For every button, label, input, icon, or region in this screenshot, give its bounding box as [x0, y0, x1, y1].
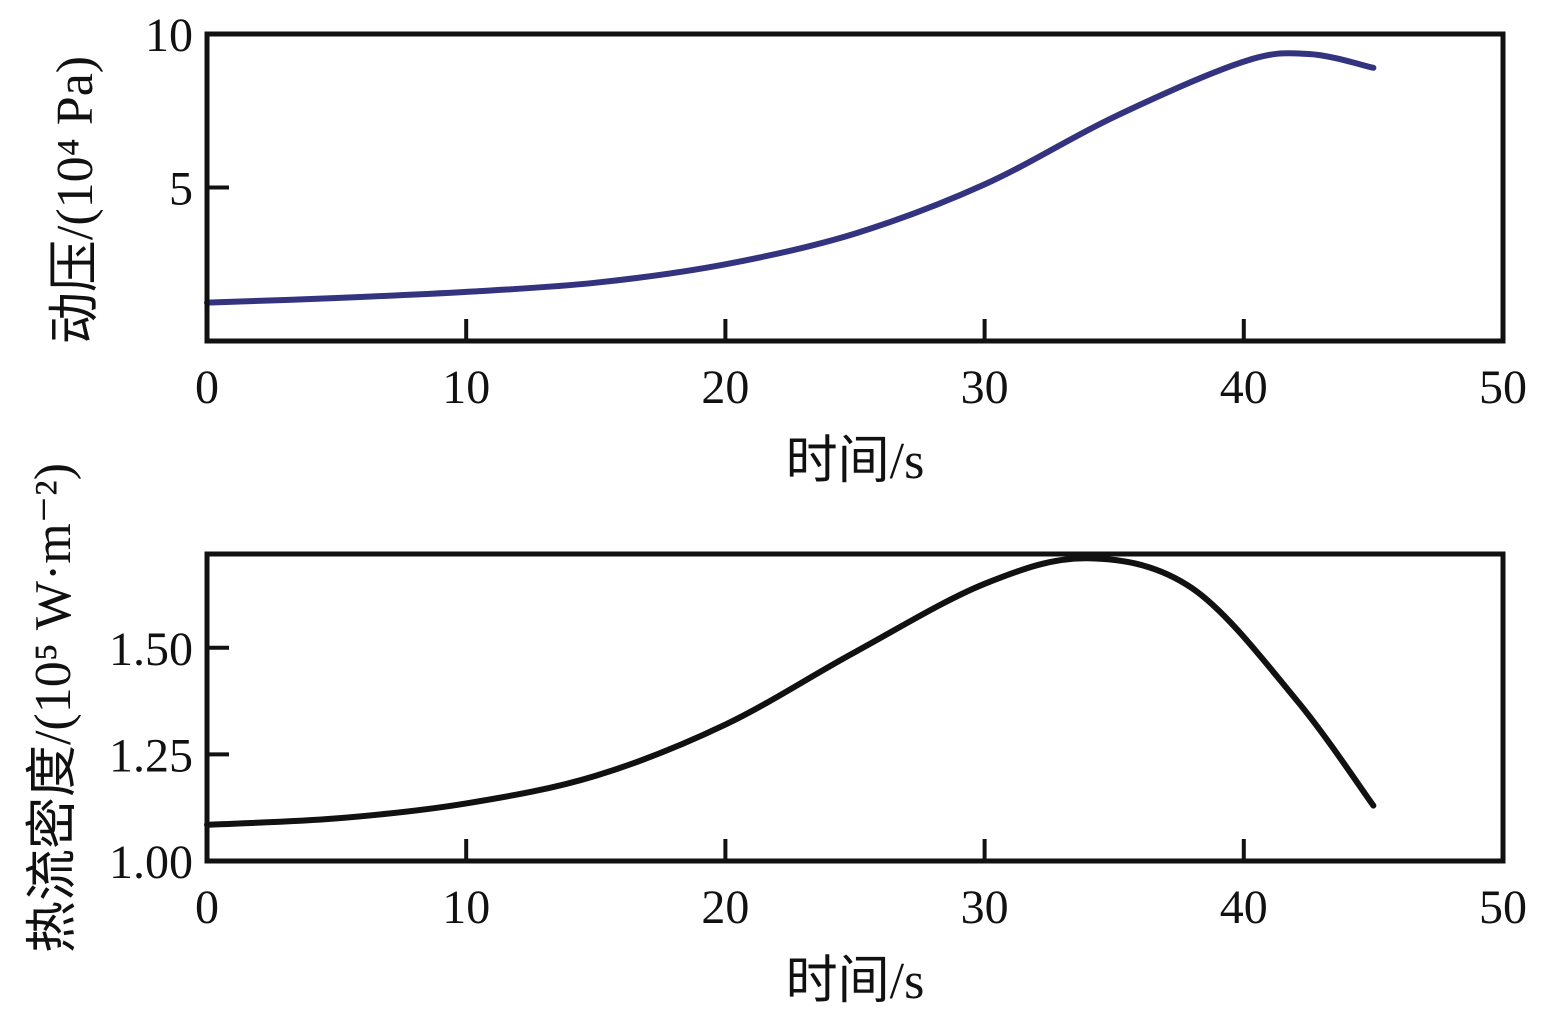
heat-flux-y-tick-label: 1.50 — [109, 623, 193, 676]
dynamic-pressure-x-tick-label: 50 — [1479, 361, 1527, 414]
dynamic-pressure-x-tick-label: 40 — [1220, 361, 1268, 414]
heat-flux-x-ticks: 0 10 20 30 40 50 — [195, 839, 1527, 934]
heat-flux-y-tick-label: 1.25 — [109, 729, 193, 782]
heat-flux-y-ticks: 1.00 1.25 1.50 — [109, 623, 229, 889]
dynamic-pressure-y-ticks: 5 10 — [145, 9, 229, 216]
heat-flux-x-tick-label: 0 — [195, 881, 219, 934]
heat-flux-y-axis-label: 热流密度/(10⁵ W·m⁻²) — [25, 463, 82, 953]
heat-flux-x-tick-label: 20 — [701, 881, 749, 934]
heat-flux-plot-frame — [204, 551, 1506, 864]
dynamic-pressure-x-ticks: 0 10 20 30 40 50 — [195, 319, 1527, 414]
dynamic-pressure-y-tick-label: 10 — [145, 9, 193, 62]
heat-flux-series-line — [204, 555, 1377, 828]
heat-flux-marks — [204, 555, 1377, 828]
heat-flux-x-tick-label: 30 — [961, 881, 1009, 934]
heat-flux-chart: 0 10 20 30 40 50 1.00 1.25 1.50 时间/s 热流密度/(10⁵ … — [25, 463, 1527, 1010]
dynamic-pressure-x-axis-label: 时间/s — [786, 433, 925, 490]
dynamic-pressure-x-tick-label: 10 — [442, 361, 490, 414]
dynamic-pressure-x-tick-label: 0 — [195, 361, 219, 414]
dynamic-pressure-x-tick-label: 30 — [961, 361, 1009, 414]
dynamic-pressure-y-axis-label: 动压/(10⁴ Pa) — [47, 56, 104, 344]
heat-flux-y-tick-label: 1.00 — [109, 836, 193, 889]
heat-flux-x-axis-label: 时间/s — [786, 953, 925, 1010]
dynamic-pressure-chart: 0 10 20 30 40 50 5 10 时间/s 动压/(10⁴ Pa) — [47, 9, 1527, 490]
dynamic-pressure-y-tick-label: 5 — [169, 163, 193, 216]
dynamic-pressure-plot-frame — [204, 31, 1506, 344]
dynamic-pressure-x-tick-label: 20 — [701, 361, 749, 414]
dynamic-pressure-marks — [204, 50, 1377, 306]
dynamic-pressure-series-line — [204, 50, 1377, 306]
heat-flux-x-tick-label: 50 — [1479, 881, 1527, 934]
heat-flux-x-tick-label: 10 — [442, 881, 490, 934]
heat-flux-x-tick-label: 40 — [1220, 881, 1268, 934]
